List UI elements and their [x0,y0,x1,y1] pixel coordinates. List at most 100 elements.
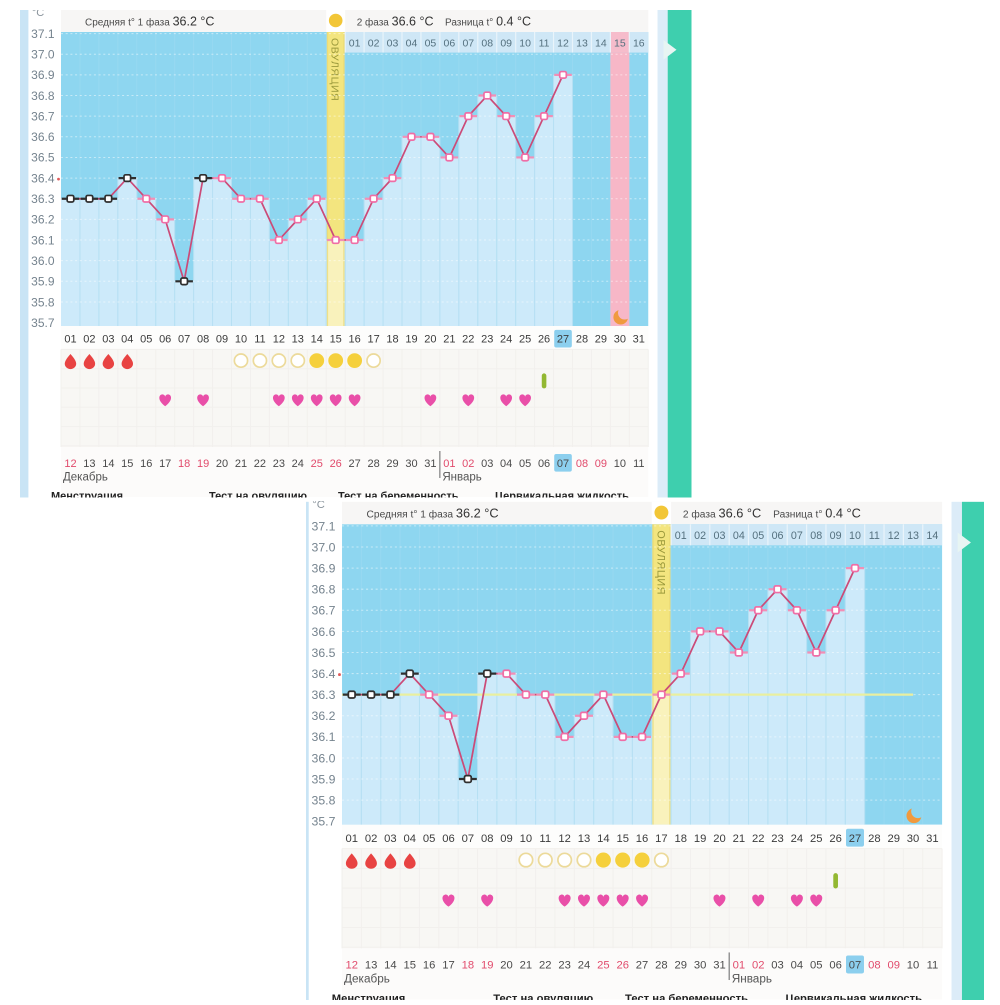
svg-text:08: 08 [481,833,493,845]
svg-text:27: 27 [557,334,569,346]
svg-text:24: 24 [292,458,304,470]
svg-text:10: 10 [520,833,532,845]
svg-text:17: 17 [442,960,454,972]
svg-text:31: 31 [713,960,725,972]
svg-text:23: 23 [273,458,285,470]
svg-text:15: 15 [614,37,626,49]
svg-text:ОВУЛЯЦИЯ: ОВУЛЯЦИЯ [654,530,666,595]
svg-text:05: 05 [423,833,435,845]
svg-text:20: 20 [424,334,436,346]
svg-text:17: 17 [367,334,379,346]
svg-text:08: 08 [868,960,880,972]
svg-text:14: 14 [597,833,609,845]
svg-text:24: 24 [791,833,803,845]
svg-text:06: 06 [442,833,454,845]
svg-text:36.4: 36.4 [312,667,336,681]
svg-text:06: 06 [159,334,171,346]
svg-text:02: 02 [694,530,706,542]
svg-text:26: 26 [616,960,628,972]
svg-text:Декабрь: Декабрь [63,472,108,484]
svg-text:Средняя t° 1 фаза 36.2 °C: Средняя t° 1 фаза 36.2 °C [85,15,214,29]
svg-text:25: 25 [597,960,609,972]
svg-text:24: 24 [500,334,512,346]
svg-text:05: 05 [425,37,437,49]
svg-text:04: 04 [404,833,416,845]
svg-text:35.7: 35.7 [312,815,336,829]
svg-text:16: 16 [423,960,435,972]
svg-text:02: 02 [368,37,380,49]
svg-text:15: 15 [616,833,628,845]
svg-text:20: 20 [216,458,228,470]
svg-text:13: 13 [292,334,304,346]
svg-text:12: 12 [345,960,357,972]
svg-text:02: 02 [365,833,377,845]
svg-text:29: 29 [675,960,687,972]
svg-text:Цервикальная жидкость: Цервикальная жидкость [785,993,922,1000]
svg-text:21: 21 [733,833,745,845]
svg-text:13: 13 [83,458,95,470]
svg-text:36.1: 36.1 [312,730,336,744]
svg-text:36.5: 36.5 [31,151,55,165]
svg-text:01: 01 [349,37,361,49]
svg-text:16: 16 [636,833,648,845]
svg-text:36.8: 36.8 [312,583,336,597]
svg-text:36.3: 36.3 [31,192,55,206]
svg-text:27: 27 [349,458,361,470]
svg-text:11: 11 [869,530,880,542]
svg-text:36.0: 36.0 [312,751,336,765]
svg-text:11: 11 [539,833,551,845]
svg-text:37.0: 37.0 [31,48,55,62]
svg-text:11: 11 [539,37,550,49]
svg-text:02: 02 [83,334,95,346]
svg-text:10: 10 [907,960,919,972]
svg-text:28: 28 [367,458,379,470]
svg-text:16: 16 [349,334,361,346]
svg-text:07: 07 [791,530,803,542]
svg-text:29: 29 [887,833,899,845]
svg-text:14: 14 [311,334,323,346]
svg-text:°C: °C [32,7,44,19]
svg-text:05: 05 [752,530,764,542]
svg-text:13: 13 [578,833,590,845]
svg-text:35.8: 35.8 [312,794,336,808]
svg-text:36.6: 36.6 [312,625,336,639]
svg-text:36.7: 36.7 [312,604,336,618]
svg-text:06: 06 [772,530,784,542]
svg-text:08: 08 [197,334,209,346]
svg-text:03: 03 [771,960,783,972]
svg-text:35.9: 35.9 [312,772,336,786]
svg-text:12: 12 [64,458,76,470]
svg-text:37.1: 37.1 [312,519,336,533]
svg-text:11: 11 [254,334,265,346]
svg-text:22: 22 [254,458,266,470]
svg-text:2 фаза 36.6 °C: 2 фаза 36.6 °C [683,506,761,521]
svg-text:14: 14 [926,530,938,542]
svg-text:35.8: 35.8 [31,295,55,309]
svg-text:20: 20 [500,960,512,972]
svg-text:23: 23 [481,334,493,346]
svg-text:27: 27 [636,960,648,972]
svg-text:24: 24 [578,960,590,972]
svg-text:13: 13 [365,960,377,972]
svg-text:02: 02 [462,458,474,470]
svg-text:13: 13 [576,37,588,49]
svg-text:Средняя t° 1 фаза 36.2 °C: Средняя t° 1 фаза 36.2 °C [367,506,499,521]
svg-text:06: 06 [538,458,550,470]
svg-text:28: 28 [655,960,667,972]
svg-text:28: 28 [868,833,880,845]
svg-text:10: 10 [614,458,626,470]
svg-text:29: 29 [595,334,607,346]
svg-text:15: 15 [330,334,342,346]
svg-text:04: 04 [121,334,133,346]
svg-text:Цервикальная жидкость: Цервикальная жидкость [495,491,629,503]
svg-text:36.8: 36.8 [31,89,55,103]
svg-text:21: 21 [443,334,455,346]
svg-text:14: 14 [595,37,607,49]
svg-text:26: 26 [330,458,342,470]
svg-text:03: 03 [102,334,114,346]
svg-text:23: 23 [771,833,783,845]
svg-text:15: 15 [404,960,416,972]
svg-text:Менструация: Менструация [51,491,123,503]
svg-text:36.5: 36.5 [312,646,336,660]
svg-text:Январь: Январь [442,472,481,484]
